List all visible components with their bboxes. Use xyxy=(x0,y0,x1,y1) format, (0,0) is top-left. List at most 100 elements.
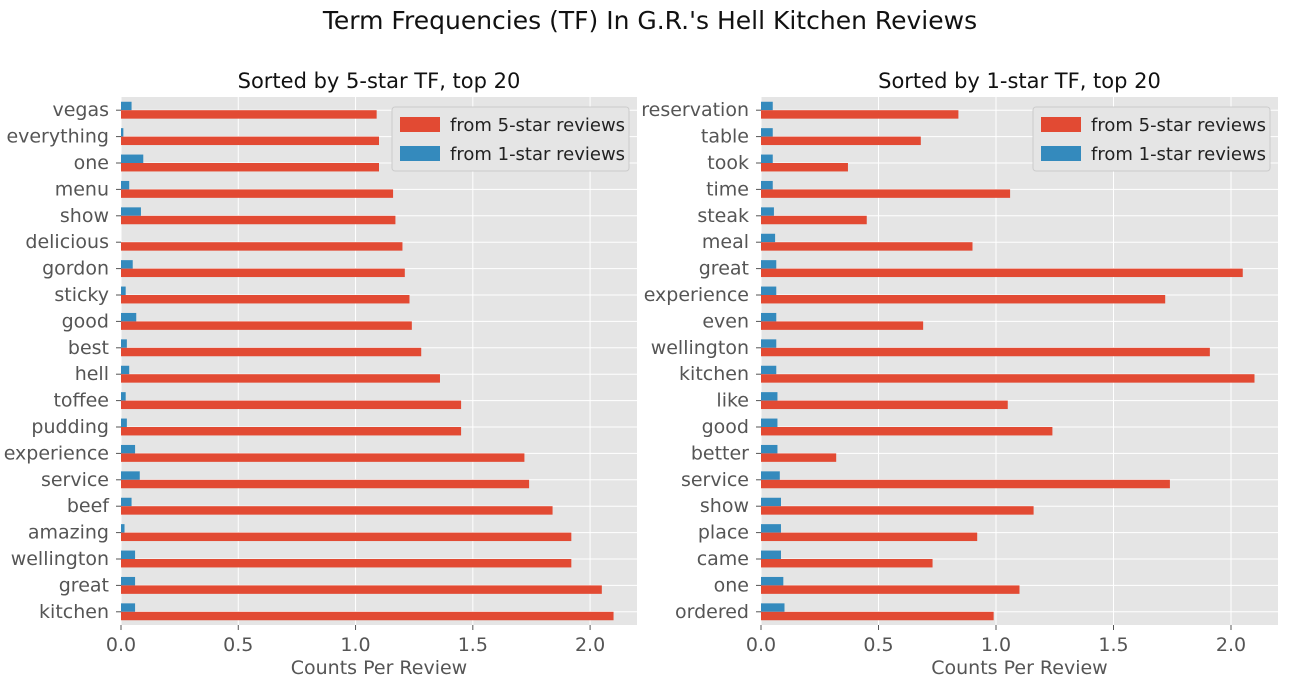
bar-5star-kitchen xyxy=(761,374,1255,383)
bar-1star-reservation xyxy=(761,101,773,111)
x-tick-label: 2.0 xyxy=(1216,634,1246,656)
y-tick-label: steak xyxy=(697,205,749,227)
y-tick-label: hell xyxy=(75,363,109,385)
bar-1star-kitchen xyxy=(121,603,136,612)
bar-5star-wellington xyxy=(121,559,572,568)
bar-1star-amazing xyxy=(121,524,125,533)
y-tick-label: reservation xyxy=(641,99,749,121)
bar-5star-experience xyxy=(761,295,1166,304)
x-tick-label: 1.0 xyxy=(981,634,1011,656)
y-tick-label: kitchen xyxy=(679,363,749,385)
bar-5star-one xyxy=(761,585,1020,594)
bar-1star-show xyxy=(761,497,781,507)
chart-panel-2: 0.0 0.5 1.0 1.5 2.0 reservation table took time s… xyxy=(641,69,1278,679)
panel-title: Sorted by 1-star TF, top 20 xyxy=(878,69,1161,93)
bar-5star-vegas xyxy=(121,110,377,119)
bar-5star-gordon xyxy=(121,268,405,278)
bar-1star-service xyxy=(761,471,780,480)
panel-title: Sorted by 5-star TF, top 20 xyxy=(238,69,521,93)
bar-1star-pudding xyxy=(121,418,127,427)
bar-1star-beef xyxy=(121,497,132,507)
bar-1star-better xyxy=(761,444,778,454)
x-tick-label: 2.0 xyxy=(575,634,605,656)
y-tick-label: vegas xyxy=(52,99,109,121)
bar-5star-reservation xyxy=(761,110,959,119)
chart-panel-1: 0.0 0.5 1.0 1.5 2.0 vegas everything one menu sho… xyxy=(4,69,637,679)
x-tick-label: 1.5 xyxy=(458,634,488,656)
bar-5star-great xyxy=(761,268,1243,278)
y-tick-label: pudding xyxy=(31,416,109,438)
y-tick-label: meal xyxy=(702,231,749,253)
bar-5star-even xyxy=(761,321,924,330)
bar-5star-good xyxy=(761,427,1053,436)
bar-1star-vegas xyxy=(121,101,132,111)
y-tick-label: even xyxy=(702,310,749,332)
bar-5star-pudding xyxy=(121,427,462,436)
legend-label-5star: from 5-star reviews xyxy=(450,115,625,136)
bar-5star-experience xyxy=(121,453,525,462)
bar-1star-gordon xyxy=(121,260,133,269)
bar-5star-wellington xyxy=(761,347,1210,357)
y-tick-label: experience xyxy=(4,442,109,464)
y-tick-label: table xyxy=(701,126,749,148)
bar-5star-toffee xyxy=(121,400,462,410)
bar-1star-even xyxy=(761,312,777,322)
bar-1star-experience xyxy=(761,286,777,295)
bar-1star-wellington xyxy=(121,550,136,559)
plot-area xyxy=(121,97,637,625)
x-tick-label: 0.0 xyxy=(746,634,776,656)
legend-swatch-1star xyxy=(400,146,440,161)
y-tick-label: sticky xyxy=(54,284,109,306)
y-tick-label: gordon xyxy=(42,258,109,280)
x-tick-label: 0.5 xyxy=(863,634,893,656)
x-tick-label: 0.5 xyxy=(223,634,253,656)
bar-1star-came xyxy=(761,550,781,559)
x-axis-label: Counts Per Review xyxy=(931,657,1107,679)
y-tick-label: everything xyxy=(6,126,109,148)
bar-5star-service xyxy=(761,479,1170,489)
legend-label-5star: from 5-star reviews xyxy=(1091,115,1266,136)
bar-5star-menu xyxy=(121,189,394,198)
bar-1star-wellington xyxy=(761,339,777,348)
y-tick-label: show xyxy=(60,205,109,227)
y-tick-label: great xyxy=(59,574,109,596)
y-tick-label: one xyxy=(74,152,109,174)
plot-area xyxy=(761,97,1278,625)
bar-5star-table xyxy=(761,136,921,146)
bar-1star-experience xyxy=(121,444,136,454)
bar-1star-good xyxy=(121,312,137,322)
bar-1star-took xyxy=(761,154,773,163)
bar-1star-great xyxy=(121,576,136,586)
legend-swatch-1star xyxy=(1041,146,1081,161)
bar-5star-show xyxy=(761,506,1034,515)
y-tick-label: like xyxy=(716,390,749,412)
bar-1star-ordered xyxy=(761,603,785,612)
legend: from 5-star reviews from 1-star reviews xyxy=(1032,106,1271,172)
bar-5star-good xyxy=(121,321,412,330)
legend-swatch-5star xyxy=(400,117,440,132)
x-tick-label: 0.0 xyxy=(106,634,136,656)
legend-label-1star: from 1-star reviews xyxy=(450,144,625,165)
bar-1star-best xyxy=(121,339,127,348)
bar-1star-good xyxy=(761,418,778,427)
bar-5star-great xyxy=(121,585,602,594)
y-tick-label: time xyxy=(706,178,749,200)
legend-label-1star: from 1-star reviews xyxy=(1091,144,1266,165)
y-tick-label: amazing xyxy=(28,522,109,544)
y-tick-label: beef xyxy=(67,495,110,517)
legend-swatch-5star xyxy=(1041,117,1081,132)
bar-5star-kitchen xyxy=(121,611,614,621)
bar-5star-meal xyxy=(761,242,973,251)
bar-1star-service xyxy=(121,471,140,480)
bar-5star-hell xyxy=(121,374,440,383)
bar-5star-everything xyxy=(121,136,379,146)
x-axis-label: Counts Per Review xyxy=(291,657,467,679)
x-tick-label: 1.5 xyxy=(1098,634,1128,656)
bar-1star-great xyxy=(761,260,777,269)
bar-5star-delicious xyxy=(121,242,403,251)
bar-1star-steak xyxy=(761,207,774,216)
bar-1star-one xyxy=(761,576,784,586)
y-tick-label: place xyxy=(698,522,749,544)
bar-5star-steak xyxy=(761,215,867,225)
